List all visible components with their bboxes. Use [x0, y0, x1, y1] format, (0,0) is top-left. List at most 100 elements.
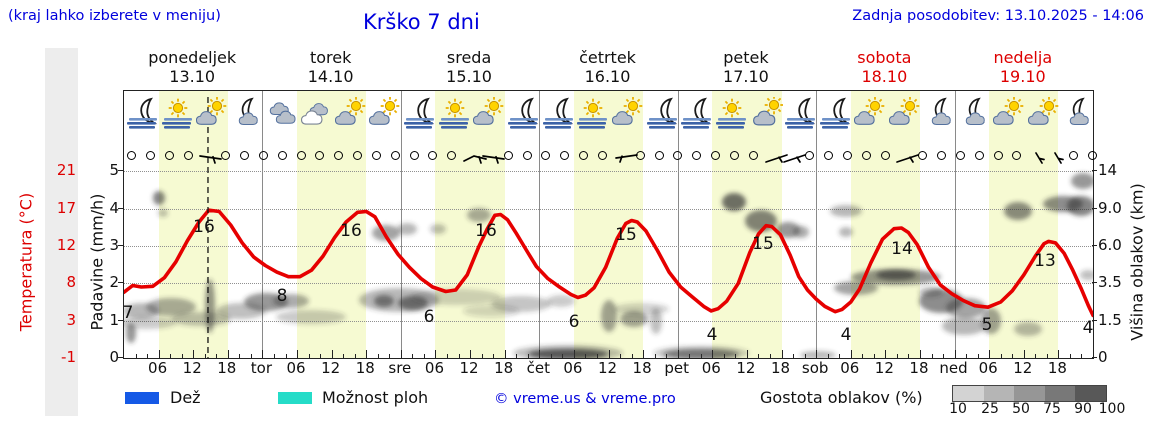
- x-axis-tick: [885, 350, 887, 358]
- weather-icon-sun-cloud: [369, 96, 401, 131]
- x-tick-label: 18: [632, 359, 652, 377]
- wind-calm-circle: [127, 151, 136, 160]
- x-axis-tick: [758, 354, 760, 358]
- x-axis-tick: [850, 350, 852, 358]
- cloud-blob: [467, 208, 491, 222]
- cloud-blob: [397, 223, 417, 235]
- wind-calm-circle: [635, 151, 645, 160]
- cloud-blob: [1014, 322, 1042, 336]
- wind-calm-circle: [579, 151, 589, 160]
- day-date: 18.10: [861, 67, 908, 86]
- weather-icon-moon-fog: [681, 97, 713, 131]
- x-axis-tick: [1046, 354, 1048, 358]
- wind-calm-circle: [654, 151, 664, 160]
- weather-icon-sun-cloud: [334, 96, 367, 131]
- right-axis-tick: [1092, 170, 1097, 172]
- cloud-blob: [276, 310, 346, 324]
- chart-canvas: [124, 97, 1093, 358]
- wind-calm-circle: [334, 151, 344, 160]
- x-axis-tick: [504, 350, 506, 358]
- wind-calm-circle: [748, 151, 758, 160]
- temp-max-label: 15: [615, 225, 637, 245]
- cloud-blob: [205, 279, 215, 333]
- x-day-abbr-label: tor: [250, 359, 273, 377]
- temp-tick-label: 3: [66, 310, 76, 329]
- x-tick-label: 12: [182, 359, 202, 377]
- x-axis-tick: [273, 354, 275, 358]
- wind-calm-circle: [390, 151, 400, 160]
- weather-icon-moon-fog: [508, 97, 540, 131]
- x-tick-label: 18: [494, 359, 514, 377]
- wind-calm-circle: [729, 151, 739, 160]
- wind-calm-circle: [164, 151, 174, 160]
- x-axis-tick: [1012, 354, 1014, 358]
- right-axis-tick: [1092, 282, 1097, 284]
- cloud-blob: [374, 295, 394, 307]
- day-name: sreda: [446, 48, 492, 67]
- cloud-tick-label: 6.0: [1098, 235, 1122, 254]
- wind-calm-circle: [447, 151, 457, 160]
- temp-min-label: 5: [981, 315, 993, 335]
- density-tick-label: 75: [1043, 401, 1061, 417]
- x-axis-tick: [250, 354, 252, 358]
- cloud-blob: [126, 323, 136, 343]
- wind-calm-circle: [560, 151, 570, 160]
- right-axis-tick: [1092, 244, 1097, 246]
- temp-min-label: 4: [1082, 318, 1094, 338]
- x-axis-tick: [377, 354, 379, 358]
- density-tick-label: 25: [981, 401, 999, 417]
- right-axis-tick: [1092, 357, 1097, 358]
- copyright-link[interactable]: © vreme.us & vreme.pro: [494, 391, 676, 407]
- x-day-abbr-label: sre: [388, 359, 412, 377]
- temp-min-label: 6: [423, 307, 435, 327]
- density-tick-label: 100: [1098, 401, 1126, 417]
- temp-min-label: 4: [706, 325, 718, 345]
- wind-calm-circle: [277, 151, 287, 160]
- weather-icon-sun-cloud: [992, 96, 1025, 131]
- wind-barb: [198, 149, 224, 168]
- weather-icon-moon-cloud: [1062, 97, 1094, 131]
- x-axis-tick: [1058, 350, 1060, 358]
- temp-max-label: 16: [193, 217, 215, 237]
- x-axis-tick: [1081, 354, 1083, 358]
- x-axis-tick: [839, 354, 841, 358]
- wind-calm-circle: [842, 151, 852, 160]
- day-name: ponedeljek: [148, 48, 237, 67]
- x-axis-tick: [643, 350, 645, 358]
- wind-calm-circle: [240, 151, 250, 160]
- x-axis-tick: [204, 354, 206, 358]
- wind-calm-circle: [409, 151, 419, 160]
- x-axis-tick: [631, 354, 633, 358]
- menu-hint-note: (kraj lahko izberete v meniju): [8, 8, 221, 24]
- wind-calm-circle: [937, 151, 947, 160]
- wind-barb: [895, 149, 921, 168]
- showers-legend-label: Možnost ploh: [322, 388, 429, 407]
- density-segment: [1044, 386, 1076, 401]
- x-axis-tick: [1069, 354, 1071, 358]
- wind-calm-circle: [541, 151, 551, 160]
- x-axis-tick: [1000, 354, 1002, 358]
- weather-icon-sun-fog: [161, 97, 194, 131]
- left-axis-tick: [118, 244, 123, 246]
- meteogram-plot-area: 16 16 16 15 15 14 13 7 8 6 6 4 4 5 4: [123, 90, 1097, 359]
- horizontal-gridline: [124, 171, 1093, 173]
- x-tick-label: 06: [148, 359, 168, 377]
- x-tick-label: 06: [840, 359, 860, 377]
- cloud-blob: [981, 308, 1001, 334]
- x-axis-tick: [1035, 354, 1037, 358]
- weather-icon-moon-cloud: [231, 97, 263, 131]
- precip-tick-label: 1: [109, 310, 119, 329]
- cloud-blob: [153, 191, 165, 205]
- right-axis-tick: [1092, 207, 1097, 209]
- x-axis-tick: [931, 354, 933, 358]
- x-axis-tick: [423, 354, 425, 358]
- x-axis-tick: [227, 350, 229, 358]
- x-day-abbr-label: sob: [801, 359, 829, 377]
- cloud-blob: [1080, 270, 1093, 280]
- cloud-tick-label: 3.5: [1098, 273, 1122, 292]
- x-axis-tick: [308, 354, 310, 358]
- x-axis-tick: [896, 354, 898, 358]
- x-axis-tick: [158, 350, 160, 358]
- wind-calm-circle: [805, 151, 815, 160]
- wind-calm-circle: [880, 151, 890, 160]
